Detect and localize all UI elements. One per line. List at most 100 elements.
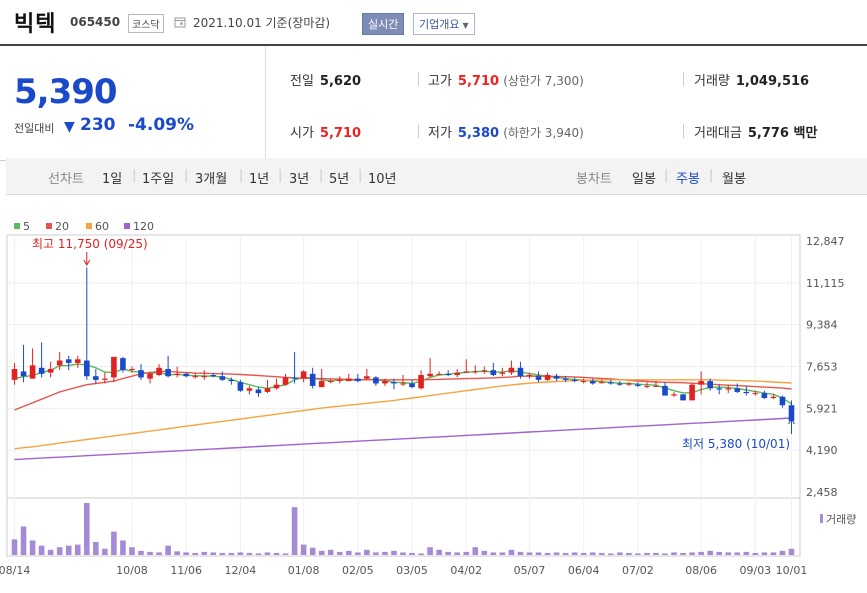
volume-bar xyxy=(120,540,126,555)
candle-body xyxy=(698,381,704,385)
volume-bar xyxy=(562,552,569,555)
candle-body xyxy=(300,371,307,379)
up-arrow-icon xyxy=(788,418,795,425)
volume-bar xyxy=(156,552,162,555)
legend-label: 60 xyxy=(95,220,109,233)
candle-body xyxy=(228,379,235,382)
candle-body xyxy=(282,377,289,385)
x-tick-label: 07/02 xyxy=(622,564,654,577)
stock-code: 065450 xyxy=(70,15,121,29)
tab-3month[interactable]: 3개월 xyxy=(195,172,228,187)
volume-bar xyxy=(11,539,18,555)
divider xyxy=(418,72,419,86)
candle-body xyxy=(580,381,587,383)
y-tick-label: 7,653 xyxy=(806,361,838,374)
volume-label: 거래량 xyxy=(694,74,730,89)
candle-body xyxy=(671,394,677,396)
down-arrow-icon: ▼ xyxy=(64,119,75,135)
price-summary: 5,390 전일대비 ▼ 230 -4.09% 전일 5,620 시가 5,710 … xyxy=(0,44,867,161)
volume-bar xyxy=(65,545,72,555)
volume-bar xyxy=(174,551,180,555)
legend-label: 5 xyxy=(23,220,30,233)
stock-header: 빅텍 065450 코스닥 2021.10.01 기준(장마감) 실시간 기업개… xyxy=(0,0,867,40)
tab-weekly-candle[interactable]: 주봉 xyxy=(676,172,700,187)
volume-bar xyxy=(138,550,144,555)
candle-body xyxy=(327,381,334,383)
open-value: 5,710 xyxy=(319,126,362,141)
tab-10year[interactable]: 10년 xyxy=(368,172,397,187)
candle-body xyxy=(93,376,99,380)
candle-body xyxy=(761,393,768,398)
volume-bar xyxy=(291,507,298,555)
candle-body xyxy=(454,372,461,376)
grid xyxy=(7,235,800,556)
candle-body xyxy=(129,368,135,370)
y-axis: 12,847 11,115 9,384 7,653 5,921 4,190 2,458 xyxy=(806,235,845,499)
volume-bar xyxy=(345,550,352,555)
trade-amount-label: 거래대금 xyxy=(694,126,742,141)
tab-5year[interactable]: 5년 xyxy=(329,172,350,187)
candle-body xyxy=(653,385,659,387)
volume-bar xyxy=(373,552,379,555)
volume-bar xyxy=(282,553,289,555)
volume-bar xyxy=(436,549,442,555)
volume-bar xyxy=(237,552,244,555)
company-overview-label: 기업개요 xyxy=(419,18,460,31)
tab-daily-candle[interactable]: 일봉 xyxy=(632,172,656,187)
volume-bar xyxy=(544,552,551,555)
volume-bar xyxy=(535,552,542,555)
x-tick-label: 12/04 xyxy=(225,564,257,577)
candle-body xyxy=(589,381,596,384)
y-tick-label: 9,384 xyxy=(806,319,838,332)
volume-bar xyxy=(626,552,632,555)
candle-body xyxy=(752,393,759,395)
tab-3year[interactable]: 3년 xyxy=(289,172,310,187)
candle-chart-label: 봉차트 xyxy=(576,172,612,187)
candle-body xyxy=(571,379,578,382)
volume-bar xyxy=(74,544,81,555)
low-label: 저가 xyxy=(428,126,452,141)
volume-bar xyxy=(38,545,45,555)
tab-1week[interactable]: 1주일 xyxy=(142,172,175,187)
tab-monthly-candle[interactable]: 월봉 xyxy=(722,172,746,187)
tab-1day[interactable]: 1일 xyxy=(102,172,123,187)
x-tick-label: 05/07 xyxy=(514,564,546,577)
candle-body xyxy=(246,388,253,391)
candle-body xyxy=(626,383,632,385)
volume-bar xyxy=(355,552,361,555)
candle-body xyxy=(725,388,732,390)
annotations: 최고 11,750 (09/25) 최저 5,380 (10/01) 거래량 xyxy=(32,237,856,526)
volume-bar xyxy=(617,552,623,555)
candle-body xyxy=(535,376,542,380)
legend-swatch xyxy=(46,223,52,229)
high-value: 5,710 xyxy=(457,74,500,89)
company-overview-button[interactable]: 기업개요 ▼ xyxy=(413,13,475,35)
candle-body xyxy=(102,378,108,380)
realtime-button[interactable]: 실시간 xyxy=(362,13,405,35)
candle-body xyxy=(562,378,569,380)
candle-body xyxy=(617,383,623,385)
candle-body xyxy=(391,382,397,384)
ma120-line xyxy=(14,417,792,461)
y-tick-label: 12,847 xyxy=(806,235,845,248)
volume-bar xyxy=(598,552,605,555)
volume-bar xyxy=(716,551,723,555)
volume-legend-label: 거래량 xyxy=(826,513,856,526)
candle-body xyxy=(56,360,63,366)
divider: | xyxy=(184,168,189,183)
candle-body xyxy=(373,377,379,384)
tab-1year[interactable]: 1년 xyxy=(249,172,270,187)
volume-bar xyxy=(472,547,479,555)
market-badge: 코스닥 xyxy=(128,14,164,33)
candle-body xyxy=(481,370,488,372)
volume-bar xyxy=(327,549,334,555)
volume-bar xyxy=(779,550,786,555)
candle-body xyxy=(183,373,189,377)
candle-body xyxy=(355,378,361,382)
calendar-icon xyxy=(174,17,186,28)
x-tick-label: 03/05 xyxy=(396,564,428,577)
volume-bar xyxy=(102,548,108,555)
volume-bar xyxy=(228,552,235,555)
candle-body xyxy=(409,383,415,388)
candle-body xyxy=(111,356,117,378)
